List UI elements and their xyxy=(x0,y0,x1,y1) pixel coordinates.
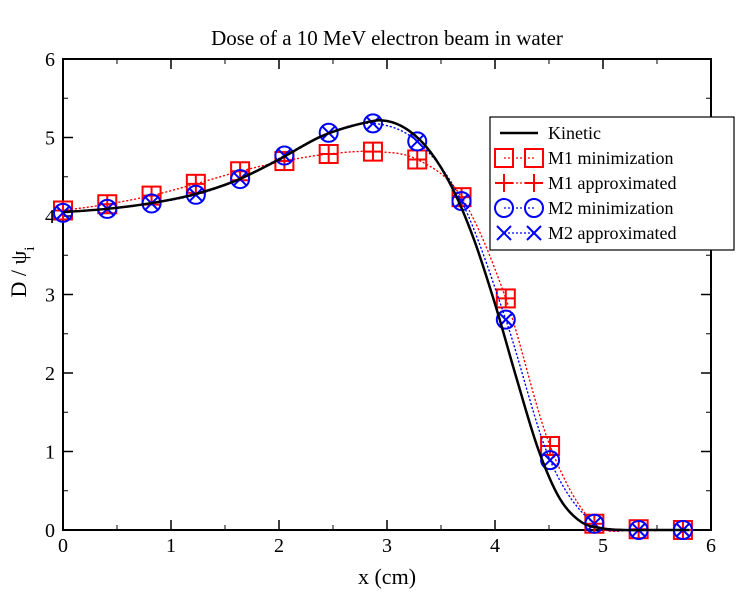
x-tick-label: 0 xyxy=(58,535,68,557)
data-point xyxy=(186,174,205,193)
y-axis-label-main: D / ψ xyxy=(6,250,31,297)
square-marker-shape xyxy=(494,148,514,168)
circle-marker-shape xyxy=(274,145,295,166)
legend-label: M2 minimization xyxy=(548,198,674,218)
x-tick-label: 6 xyxy=(706,535,716,557)
x-tick-label: 2 xyxy=(274,535,284,557)
data-point xyxy=(409,133,425,150)
circle-marker-shape xyxy=(494,198,514,218)
x-marker-b xyxy=(526,225,542,241)
x-marker-b xyxy=(453,193,470,209)
x-marker-b xyxy=(409,133,425,150)
legend-marker xyxy=(526,225,542,241)
x-marker-b xyxy=(496,225,512,241)
circle-marker-shape xyxy=(53,202,73,223)
x-tick-label: 5 xyxy=(598,535,608,557)
legend-entry: Kinetic xyxy=(500,123,601,143)
x-axis-label: x (cm) xyxy=(358,564,416,589)
x-marker-b xyxy=(55,205,71,221)
y-tick-label: 6 xyxy=(45,49,55,71)
y-tick-label: 0 xyxy=(45,520,55,542)
legend-label: M1 approximated xyxy=(548,173,676,193)
y-tick-label: 4 xyxy=(45,206,55,228)
data-point xyxy=(496,289,515,308)
x-tick-label: 1 xyxy=(166,535,176,557)
y-axis-label-subscript: i xyxy=(22,247,38,251)
y-axis-label: D / ψi xyxy=(6,247,38,298)
data-point xyxy=(318,122,339,143)
data-point xyxy=(365,115,381,132)
data-point xyxy=(55,205,71,221)
legend: Kinetic M1 minimization M1 approximated M2 … xyxy=(489,116,735,251)
y-tick-label: 2 xyxy=(45,363,55,385)
legend-marker xyxy=(494,148,514,168)
legend-entry: M2 minimization xyxy=(494,198,674,218)
x-marker-b xyxy=(586,516,603,532)
data-point xyxy=(319,144,338,163)
series-line xyxy=(62,119,690,532)
data-point xyxy=(495,309,516,330)
legend-marker xyxy=(524,198,544,218)
legend-marker xyxy=(496,225,512,241)
legend-label: Kinetic xyxy=(548,123,601,143)
x-marker-b xyxy=(365,115,381,132)
circle-marker-shape xyxy=(185,184,206,205)
data-point xyxy=(53,202,73,223)
data-point xyxy=(408,150,427,169)
series-layer xyxy=(53,113,693,540)
y-tick-label: 3 xyxy=(45,285,55,307)
legend-entry: M2 approximated xyxy=(496,223,676,243)
legend-marker xyxy=(495,174,513,192)
legend-entry: M1 approximated xyxy=(495,173,676,193)
legend-label: M2 approximated xyxy=(548,223,676,243)
legend-marker xyxy=(494,198,514,218)
y-tick-label: 5 xyxy=(45,128,55,150)
data-point xyxy=(407,131,428,152)
svg-text:D / ψi: D / ψi xyxy=(6,247,38,298)
legend-entry: M1 minimization xyxy=(494,148,674,168)
data-point xyxy=(185,184,206,205)
circle-marker-shape xyxy=(407,131,428,152)
data-point xyxy=(274,145,295,166)
legend-label: M1 minimization xyxy=(548,148,674,168)
axes: 0 1 2 3 4 5 6 0 1 2 3 4 5 6 xyxy=(45,49,716,557)
data-point xyxy=(452,188,471,207)
circle-marker-shape xyxy=(318,122,339,143)
chart-title: Dose of a 10 MeV electron beam in water xyxy=(211,26,563,50)
legend-marker xyxy=(525,174,543,192)
x-tick-label: 4 xyxy=(490,535,500,557)
square-marker-shape xyxy=(524,148,544,168)
y-tick-label: 1 xyxy=(45,442,55,464)
circle-marker-shape xyxy=(495,309,516,330)
legend-marker xyxy=(524,148,544,168)
circle-marker-shape xyxy=(230,169,251,190)
x-tick-label: 3 xyxy=(382,535,392,557)
circle-marker-shape xyxy=(524,198,544,218)
data-point xyxy=(541,437,560,456)
data-point xyxy=(230,169,251,190)
series-kinetic xyxy=(62,119,690,532)
series-line xyxy=(62,150,683,532)
data-point xyxy=(363,142,382,161)
